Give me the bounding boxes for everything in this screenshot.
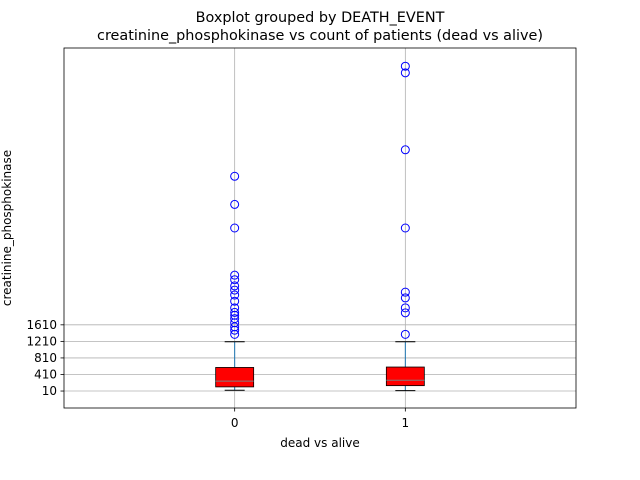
y-axis-label: creatinine_phosphokinase	[0, 150, 14, 306]
y-tick-label: 810	[34, 351, 57, 365]
outlier-point	[230, 307, 240, 317]
outlier-point	[230, 281, 240, 291]
outlier-point	[230, 171, 240, 181]
outlier-point	[230, 223, 240, 233]
box-iqr	[385, 366, 425, 387]
outlier-point	[400, 293, 410, 303]
outlier-point	[230, 310, 240, 320]
outlier-point	[230, 285, 240, 295]
outlier-point	[230, 275, 240, 285]
outlier-point	[230, 318, 240, 328]
outlier-point	[400, 61, 410, 71]
outlier-point	[400, 68, 410, 78]
outlier-point	[230, 290, 240, 300]
outlier-point	[230, 270, 240, 280]
chart-title-line2: creatinine_phosphokinase vs count of pat…	[97, 28, 543, 44]
outlier-point	[400, 308, 410, 318]
y-tick-label: 10	[42, 384, 57, 398]
box-iqr	[215, 367, 255, 388]
axis-layer: 10 410 810 1210 1610 0 1	[26, 318, 409, 430]
outlier-point	[230, 303, 240, 313]
outlier-point	[230, 314, 240, 324]
plot-frame	[63, 47, 577, 409]
outlier-point	[230, 296, 240, 306]
x-axis-label: dead vs alive	[280, 436, 359, 450]
y-tick-label: 1610	[26, 318, 57, 332]
outlier-point	[230, 329, 240, 339]
outlier-point	[230, 325, 240, 335]
outlier-point	[400, 287, 410, 297]
grid-layer	[64, 48, 576, 408]
y-tick-label: 410	[34, 367, 57, 381]
outlier-point	[400, 329, 410, 339]
outlier-point	[400, 303, 410, 313]
x-tick-label: 1	[402, 416, 410, 430]
outlier-point	[400, 145, 410, 155]
data-layer	[215, 61, 425, 392]
outlier-point	[400, 223, 410, 233]
y-tick-label: 1210	[26, 334, 57, 348]
outlier-point	[230, 199, 240, 209]
chart-title-line1: Boxplot grouped by DEATH_EVENT	[196, 10, 445, 26]
x-tick-label: 0	[231, 416, 239, 430]
